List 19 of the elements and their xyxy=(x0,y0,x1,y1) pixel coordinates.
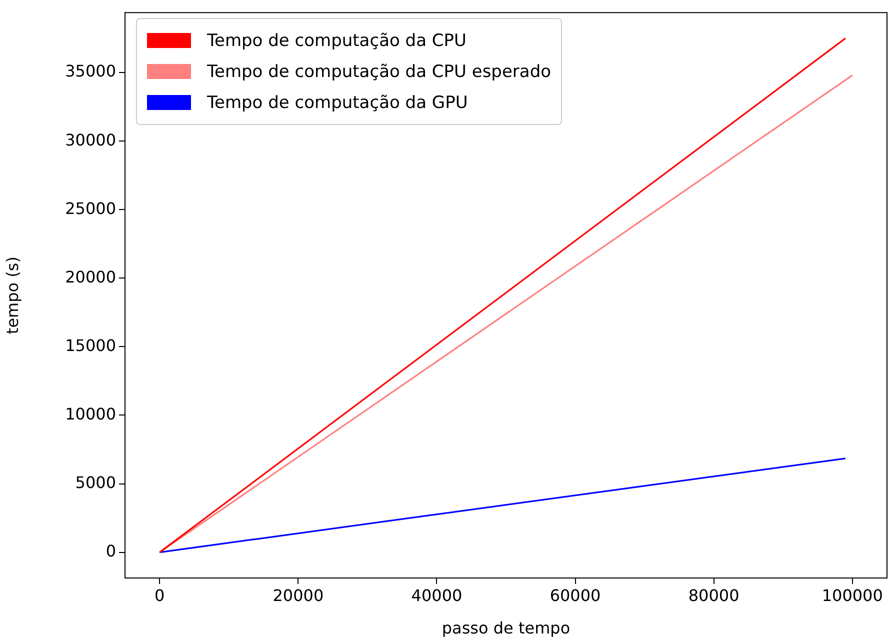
x-tick-label: 80000 xyxy=(688,586,740,605)
x-axis-title: passo de tempo xyxy=(442,618,570,638)
x-tick-label: 60000 xyxy=(550,586,601,605)
y-tick-label: 15000 xyxy=(65,336,116,355)
y-tick-label: 35000 xyxy=(65,62,116,81)
legend-label: Tempo de computação da CPU esperado xyxy=(207,62,552,82)
y-tick-label: 5000 xyxy=(75,472,116,492)
x-tick-label: 0 xyxy=(154,586,165,605)
legend-label: Tempo de computação da GPU xyxy=(207,92,468,112)
y-axis-title: tempo (s) xyxy=(2,256,22,334)
y-tick-label: 30000 xyxy=(65,130,116,150)
legend-label: Tempo de computação da CPU xyxy=(207,30,466,50)
y-tick-label: 25000 xyxy=(65,198,116,218)
x-tick-label: 100000 xyxy=(822,586,883,605)
y-tick-label: 10000 xyxy=(65,404,116,424)
x-tick-label: 20000 xyxy=(272,586,324,605)
x-tick-label: 40000 xyxy=(411,586,462,605)
y-tick-label: 0 xyxy=(106,541,116,560)
y-tick-label: 20000 xyxy=(65,267,116,286)
